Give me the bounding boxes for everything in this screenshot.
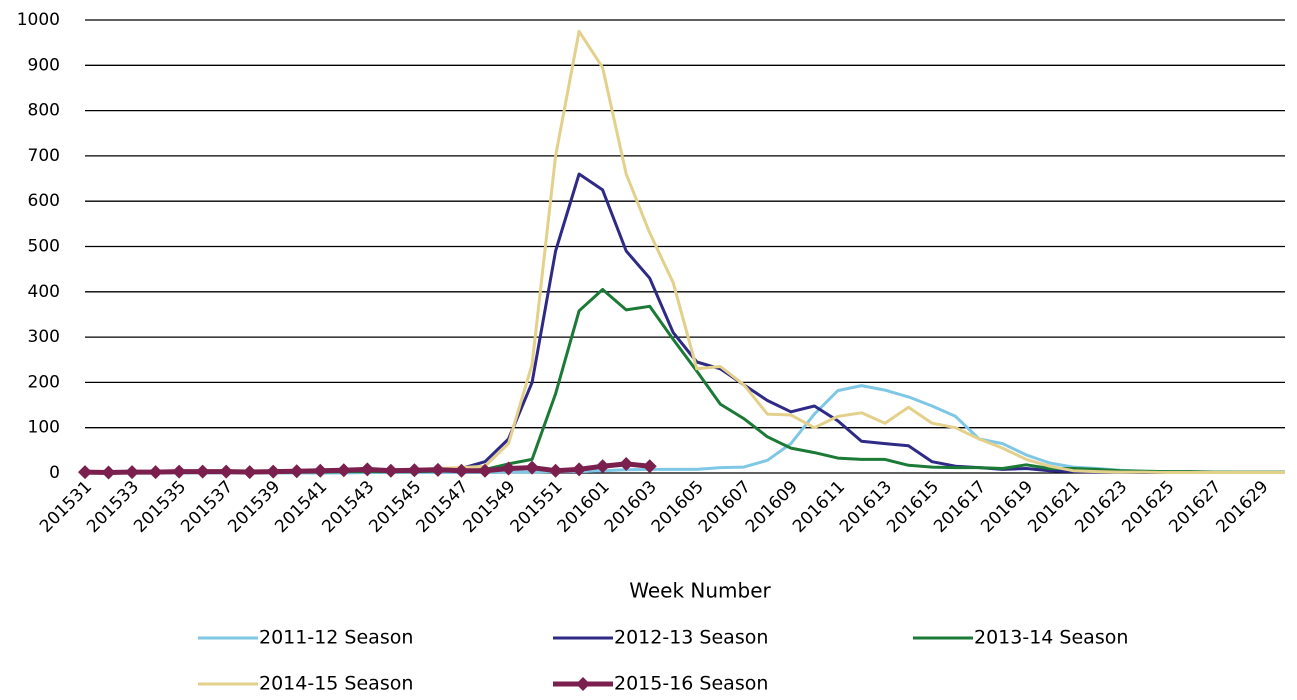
data-point (78, 465, 92, 480)
y-tick-label: 400 (28, 282, 60, 302)
data-point (642, 459, 657, 474)
series-line (85, 29, 1285, 474)
legend-label: 2013-14 Season (974, 627, 1128, 649)
data-point (336, 463, 351, 478)
data-point (195, 464, 210, 479)
data-point (219, 464, 234, 479)
data-point (572, 462, 587, 477)
data-point (525, 460, 540, 475)
y-tick-label: 0 (49, 463, 60, 483)
data-point (266, 464, 281, 479)
data-point (407, 463, 422, 478)
y-tick-label: 600 (28, 191, 60, 211)
legend-label: 2011-12 Season (259, 627, 413, 649)
y-tick-label: 1000 (17, 10, 60, 30)
data-point (454, 463, 469, 478)
y-tick-label: 800 (28, 101, 60, 121)
series-line (85, 288, 1285, 474)
legend-marker (576, 677, 590, 691)
data-point (242, 465, 257, 480)
y-tick-label: 200 (28, 372, 60, 392)
x-tick-label: 201629 (1213, 477, 1273, 537)
data-point (289, 464, 304, 479)
data-point (313, 463, 328, 478)
data-point (125, 465, 140, 480)
data-point (501, 461, 516, 476)
y-tick-label: 900 (28, 55, 60, 75)
y-tick-label: 700 (28, 146, 60, 166)
data-point (619, 456, 634, 471)
data-point (548, 463, 563, 478)
data-point (172, 464, 187, 479)
data-point (478, 463, 492, 478)
data-point (430, 462, 445, 477)
data-point (101, 465, 116, 480)
legend-label: 2012-13 Season (614, 627, 768, 649)
data-point (595, 459, 610, 474)
legend-label: 2014-15 Season (259, 673, 413, 695)
legend-label: 2015-16 Season (614, 673, 768, 695)
y-tick-label: 100 (28, 418, 60, 438)
data-point (148, 465, 163, 480)
x-axis-label: Week Number (629, 579, 771, 603)
y-tick-label: 500 (28, 237, 60, 257)
data-point (383, 463, 398, 478)
data-point (360, 462, 375, 477)
series-line (85, 384, 1285, 475)
y-tick-label: 300 (28, 327, 60, 347)
